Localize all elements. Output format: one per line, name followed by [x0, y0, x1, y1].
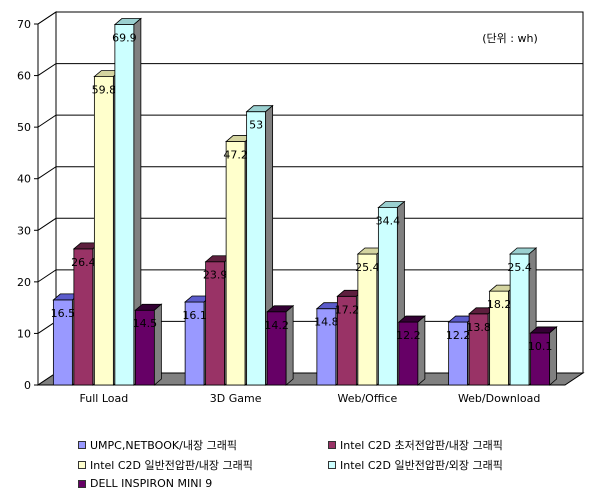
y-tick-label: 10 — [17, 327, 31, 340]
y-tick-label: 70 — [17, 18, 31, 31]
y-tick-label: 50 — [17, 121, 31, 134]
bar — [114, 24, 135, 386]
legend-item-series-2: Intel C2D 초저전압판/내장 그래픽 — [328, 437, 503, 453]
legend-item-series-5: DELL INSPIRON MINI 9 — [78, 477, 212, 490]
bar — [73, 248, 94, 386]
data-label: 14.8 — [314, 316, 339, 329]
gridline — [37, 11, 583, 25]
data-label: 25.4 — [507, 261, 532, 274]
legend-label-series-2: Intel C2D 초저전압판/내장 그래픽 — [340, 439, 503, 452]
data-label: 17.2 — [335, 303, 360, 316]
data-label: 25.4 — [355, 261, 380, 274]
legend-label-series-4: Intel C2D 일반전압판/외장 그래픽 — [340, 459, 503, 472]
x-category-label: 3D Game — [210, 392, 262, 405]
data-label: 26.4 — [71, 256, 96, 269]
gridline — [37, 217, 583, 231]
bar — [377, 207, 398, 386]
bar-side — [153, 303, 162, 386]
y-tick-label: 60 — [17, 70, 31, 83]
legend-label-series-1: UMPC,NETBOOK/내장 그래픽 — [90, 439, 237, 452]
legend-swatch-series-3 — [78, 461, 86, 469]
data-label: 14.2 — [264, 319, 289, 332]
data-label: 18.2 — [487, 298, 512, 311]
bar-side — [285, 304, 294, 386]
data-label: 16.5 — [51, 307, 76, 320]
data-label: 53 — [249, 119, 263, 132]
gridline — [37, 166, 583, 180]
bar — [93, 76, 114, 386]
bar-side — [417, 315, 426, 386]
gridline — [37, 114, 583, 128]
bar-chart: 0 10 20 30 40 50 60 70 (단위 : wh) 16.5 26.4 59.8 69.9… — [17, 11, 585, 405]
data-label: 16.1 — [182, 309, 207, 322]
legend-swatch-series-1 — [78, 441, 86, 449]
data-label: 12.2 — [396, 329, 421, 342]
data-label: 69.9 — [112, 32, 137, 45]
gridline — [37, 63, 583, 76]
data-label: 12.2 — [446, 329, 471, 342]
data-label: 14.5 — [133, 317, 158, 330]
x-category-label: Web/Download — [458, 392, 540, 405]
legend-item-series-4: Intel C2D 일반전압판/외장 그래픽 — [328, 457, 503, 473]
data-label: 23.9 — [203, 269, 228, 282]
bar — [225, 141, 246, 386]
data-label: 10.1 — [528, 340, 553, 353]
data-label: 47.2 — [223, 149, 248, 162]
bar-side — [549, 326, 558, 386]
legend-swatch-series-5 — [78, 479, 86, 488]
legend-item-series-1: UMPC,NETBOOK/내장 그래픽 — [78, 437, 237, 453]
data-label: 59.8 — [92, 84, 117, 97]
legend-swatch-series-2 — [328, 441, 336, 449]
y-tick-label: 30 — [17, 224, 31, 237]
legend-swatch-series-4 — [328, 461, 336, 469]
y-tick-label: 40 — [17, 173, 31, 186]
x-category-label: Full Load — [80, 392, 129, 405]
x-category-label: Web/Office — [337, 392, 397, 405]
legend-label-series-3: Intel C2D 일반전압판/내장 그래픽 — [90, 459, 253, 472]
y-tick-label: 20 — [17, 276, 31, 289]
data-label: 13.8 — [466, 321, 491, 334]
legend-label-series-5: DELL INSPIRON MINI 9 — [90, 477, 213, 490]
data-label: 34.4 — [376, 215, 401, 228]
bar — [246, 111, 267, 386]
legend-item-series-3: Intel C2D 일반전압판/내장 그래픽 — [78, 457, 253, 473]
y-tick-label: 0 — [24, 379, 31, 392]
unit-note: (단위 : wh) — [482, 32, 538, 45]
gridline — [37, 269, 583, 283]
